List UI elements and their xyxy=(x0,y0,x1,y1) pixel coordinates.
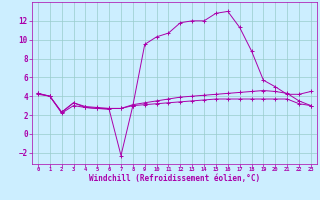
X-axis label: Windchill (Refroidissement éolien,°C): Windchill (Refroidissement éolien,°C) xyxy=(89,174,260,183)
